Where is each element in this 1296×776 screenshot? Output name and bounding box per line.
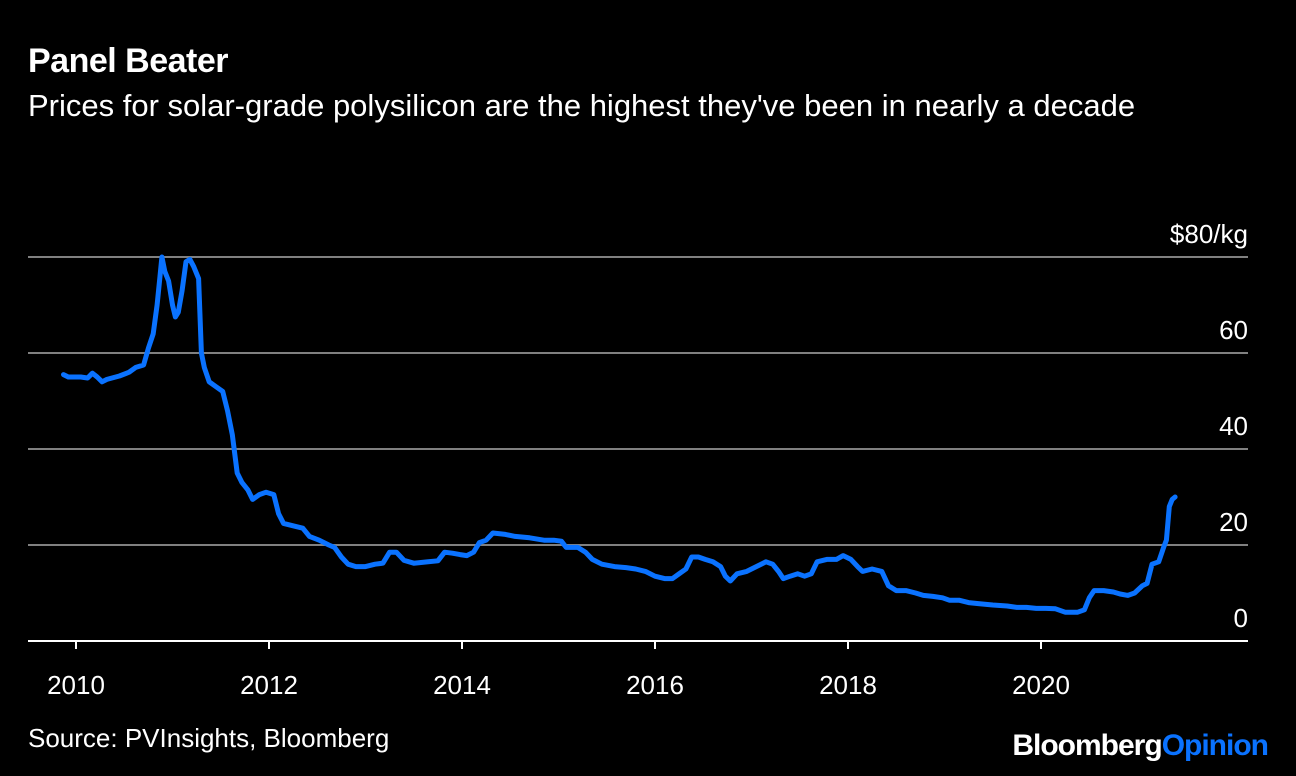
x-tick-label-2016: 2016	[626, 670, 684, 700]
y-tick-label-0: 0	[1234, 603, 1248, 633]
y-axis-tick-labels: 0 20 40 60 $80/kg	[1170, 219, 1248, 633]
chart-title: Panel Beater	[28, 42, 229, 80]
x-tick-label-2010: 2010	[47, 670, 105, 700]
y-tick-label-80: $80/kg	[1170, 219, 1248, 249]
x-tick-label-2012: 2012	[240, 670, 298, 700]
logo-opinion: Opinion	[1161, 729, 1269, 762]
x-axis-ticks: 2010 2012 2014 2016 2018 2020	[47, 641, 1070, 700]
x-tick-label-2020: 2020	[1012, 670, 1070, 700]
grid-lines	[28, 256, 1248, 642]
y-tick-label-60: 60	[1219, 315, 1248, 345]
chart-subtitle: Prices for solar-grade polysilicon are t…	[28, 88, 1136, 123]
source-note: Source: PVInsights, Bloomberg	[28, 723, 390, 753]
logo-bloomberg: Bloomberg	[1012, 729, 1162, 762]
y-tick-label-20: 20	[1219, 507, 1248, 537]
polysilicon-price-line	[61, 254, 1178, 615]
x-tick-label-2014: 2014	[433, 670, 491, 700]
x-tick-label-2018: 2018	[819, 670, 877, 700]
y-tick-label-40: 40	[1219, 411, 1248, 441]
series-layer	[61, 254, 1178, 615]
bloomberg-opinion-logo: BloombergOpinion	[1012, 728, 1269, 764]
